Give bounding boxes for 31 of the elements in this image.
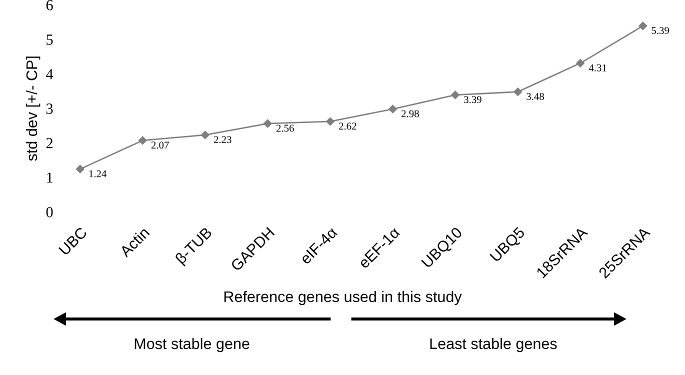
data-label: 4.31: [588, 64, 606, 72]
data-label: 2.23: [214, 136, 232, 144]
y-tick-label: 0: [46, 207, 53, 218]
y-tick-label: 1: [47, 172, 52, 183]
y-axis-title: std dev [+/- CP]: [26, 56, 40, 161]
data-label: 1.24: [89, 170, 107, 178]
y-tick-label: 2: [46, 138, 53, 148]
data-label: 3.48: [526, 92, 544, 100]
point: [264, 119, 272, 128]
data-label: 5.39: [652, 27, 669, 34]
text: Most stable gene: [134, 338, 250, 352]
point: [451, 90, 460, 100]
point: [201, 130, 210, 140]
y-tick-label: 4: [46, 69, 54, 80]
data-label: 2.62: [339, 122, 356, 130]
point: [576, 59, 584, 68]
point: [326, 117, 334, 126]
point: [514, 88, 522, 96]
data-label: 2.07: [151, 142, 169, 149]
point: [76, 164, 84, 174]
data-label: 3.39: [464, 96, 482, 104]
y-tick-label: 5: [46, 34, 53, 45]
y-tick-label: 6: [46, 0, 53, 10]
x-axis-title: Reference genes used in this study: [224, 290, 462, 306]
point: [388, 104, 397, 114]
data-label: 2.98: [402, 110, 419, 118]
point: [638, 22, 647, 30]
point: [138, 136, 147, 145]
data-label: 2.56: [276, 124, 294, 132]
y-tick-label: 3: [46, 104, 53, 114]
text: Least stable genes: [430, 338, 557, 352]
